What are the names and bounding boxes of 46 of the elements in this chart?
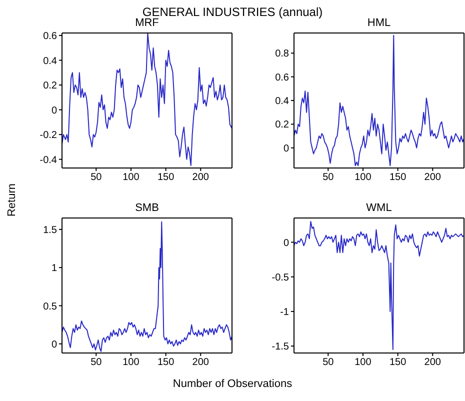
line-series bbox=[294, 34, 464, 166]
x-tick-label: 200 bbox=[424, 357, 442, 368]
y-tick-label: 0 bbox=[283, 143, 290, 154]
line-series bbox=[62, 33, 232, 166]
x-tick-label: 100 bbox=[122, 357, 140, 368]
x-tick-label: 50 bbox=[322, 172, 334, 184]
y-tick-label: 0.5 bbox=[43, 301, 58, 312]
x-tick-label: 100 bbox=[122, 172, 140, 184]
x-tick-label: 50 bbox=[90, 357, 102, 368]
y-tick-label: -0.2 bbox=[40, 130, 58, 142]
x-tick-label: 150 bbox=[157, 172, 175, 184]
y-tick-label: 0.2 bbox=[43, 80, 58, 92]
x-tick-label: 150 bbox=[157, 357, 175, 368]
y-tick-label: 0.2 bbox=[275, 120, 290, 131]
y-tick-label: 0.6 bbox=[275, 72, 290, 84]
y-tick-label: 0.6 bbox=[43, 31, 58, 42]
y-tick-label: -0.5 bbox=[272, 272, 290, 284]
x-tick-label: 200 bbox=[192, 172, 210, 184]
x-axis-title: Number of Observations bbox=[172, 378, 294, 390]
x-tick-label: 150 bbox=[389, 172, 407, 184]
y-axis-title: Return bbox=[6, 183, 18, 217]
y-tick-label: -0.4 bbox=[40, 154, 58, 166]
y-tick-label: 0.4 bbox=[275, 96, 290, 108]
x-tick-label: 100 bbox=[354, 357, 372, 368]
x-tick-label: 200 bbox=[192, 357, 210, 368]
x-tick-label: 50 bbox=[90, 172, 102, 184]
chart-subtitle: HML bbox=[367, 17, 391, 29]
x-tick-label: 50 bbox=[322, 357, 334, 368]
x-tick-label: 150 bbox=[389, 357, 407, 368]
x-tick-label: 200 bbox=[424, 172, 442, 184]
y-tick-label: -1 bbox=[280, 307, 290, 318]
y-tick-label: 0 bbox=[51, 339, 58, 350]
x-tick-label: 100 bbox=[354, 172, 372, 184]
y-tick-label: -1.5 bbox=[272, 342, 290, 353]
chart-title: GENERAL INDUSTRIES (annual) bbox=[142, 5, 323, 19]
y-tick-label: 1 bbox=[51, 263, 58, 274]
chart-subtitle: MRF bbox=[134, 17, 160, 29]
y-tick-label: 1.5 bbox=[43, 224, 58, 236]
y-tick-label: 0.8 bbox=[275, 48, 290, 60]
line-series bbox=[62, 221, 232, 352]
y-tick-label: 0.4 bbox=[43, 56, 58, 67]
line-series bbox=[294, 220, 464, 350]
y-tick-label: 0 bbox=[51, 105, 58, 116]
chart-subtitle: WML bbox=[365, 202, 393, 214]
chart-subtitle: SMB bbox=[134, 202, 160, 214]
y-tick-label: 0 bbox=[283, 238, 290, 249]
